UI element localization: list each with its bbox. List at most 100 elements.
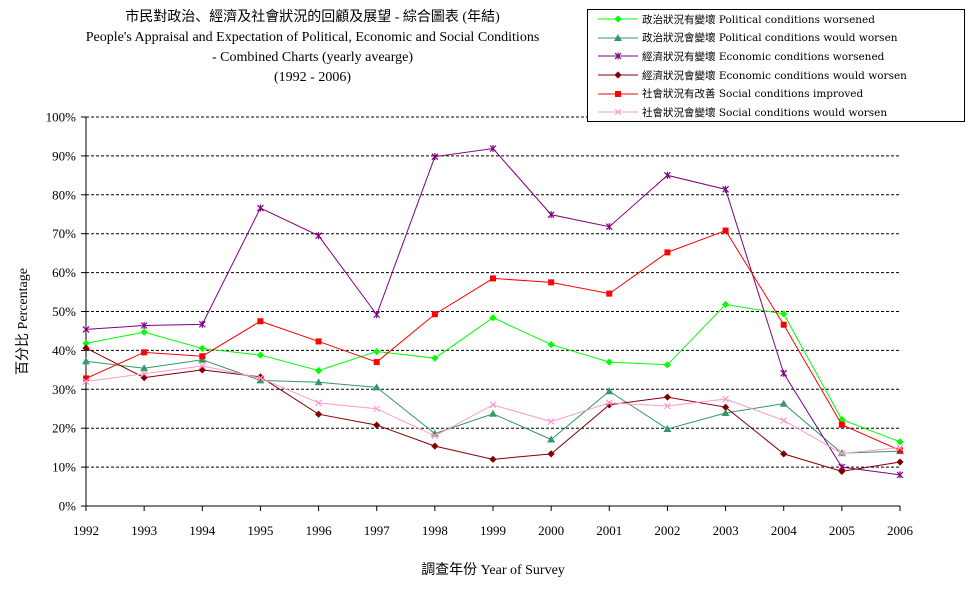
data-point (614, 71, 622, 79)
data-point (489, 409, 497, 417)
y-tick-label: 70% (52, 226, 76, 241)
series-lines (82, 145, 904, 479)
title-line-2: People's Appraisal and Expectation of Po… (85, 30, 540, 45)
data-point (614, 52, 622, 60)
data-point (838, 416, 846, 424)
data-point (838, 450, 846, 457)
legend-label: 政治狀況會變壞 Political conditions would worse… (642, 32, 898, 45)
data-point (722, 395, 729, 403)
marker-stroke (431, 432, 439, 440)
data-point (780, 416, 788, 424)
legend-entry: 經濟狀況會變壞 Economic conditions would worsen (588, 66, 964, 85)
marker-stroke (315, 399, 322, 407)
marker-stroke (664, 402, 671, 410)
data-point (490, 275, 496, 282)
y-tick-label: 100% (46, 110, 77, 125)
title-line-1: 市民對政治、經濟及社會狀況的回顧及展望 - 綜合圖表 (年結) (125, 10, 500, 25)
data-point (614, 15, 622, 23)
data-point (198, 344, 206, 353)
x-tick-label: 2006 (887, 523, 914, 538)
x-tick-label: 1993 (131, 523, 157, 538)
data-point (780, 310, 788, 318)
legend-swatch (598, 15, 638, 23)
data-point (547, 450, 555, 458)
data-point (315, 399, 322, 407)
data-point (140, 328, 148, 336)
data-point (140, 374, 148, 382)
legend-label: 經濟狀況會變壞 Economic conditions would worsen (642, 69, 907, 82)
marker-stroke (489, 401, 497, 409)
legend-entry: 政治狀況會變壞 Political conditions would worse… (588, 29, 964, 48)
legend-label: 經濟狀況有變壞 Economic conditions worsened (642, 50, 885, 63)
legend-swatch (598, 33, 638, 41)
data-point (140, 364, 149, 372)
data-point (548, 279, 555, 286)
x-tick-label: 1999 (480, 523, 506, 538)
data-point (315, 338, 322, 345)
data-point (721, 403, 730, 411)
data-point (663, 424, 672, 432)
data-point (838, 421, 845, 428)
data-point (663, 393, 672, 401)
data-point (896, 438, 904, 446)
tick-labels: 0% 10% 20% 30% 40% 50% 60% 70% 80% 90% 100% 1992 199… (46, 110, 914, 539)
data-point (780, 369, 788, 377)
data-point (82, 357, 90, 365)
data-point (373, 347, 381, 356)
data-point (663, 361, 672, 369)
data-point (314, 410, 323, 418)
data-point (373, 421, 381, 429)
data-point (431, 354, 439, 362)
marker-stroke (82, 378, 90, 385)
legend-entry: 經濟狀況有變壞 Economic conditions worsened (588, 47, 964, 66)
x-tick-label: 1994 (189, 523, 216, 538)
data-point (140, 322, 148, 330)
data-point (615, 90, 621, 97)
data-point (664, 171, 671, 179)
x-tick-label: 1995 (247, 523, 273, 538)
x-tick-label: 2000 (538, 523, 564, 538)
series-line (85, 229, 901, 451)
data-point (373, 311, 381, 319)
data-point (779, 399, 788, 407)
legend-entry: 社會狀況有改善 Social conditions improved (588, 84, 964, 103)
data-point (82, 325, 90, 333)
series-1 (82, 355, 904, 457)
legend-label: 社會狀況有改善 Social conditions improved (642, 88, 864, 101)
title-line-4: (1992 - 2006) (274, 70, 351, 85)
y-tick-label: 80% (52, 187, 76, 202)
data-point (315, 232, 322, 240)
data-point (605, 387, 614, 395)
data-point (838, 467, 846, 475)
x-tick-label: 2003 (713, 523, 739, 538)
data-point (82, 344, 90, 352)
marker-stroke (780, 416, 788, 424)
axes (81, 116, 901, 511)
x-tick-label: 2004 (771, 523, 798, 538)
x-tick-label: 2005 (829, 523, 855, 538)
y-tick-label: 50% (52, 304, 76, 319)
x-tick-label: 1998 (422, 523, 448, 538)
data-point (605, 223, 613, 231)
marker-stroke (722, 395, 729, 403)
title-line-3: - Combined Charts (yearly avearge) (211, 50, 414, 65)
legend-label: 社會狀況會變壞 Social conditions would worsen (642, 106, 888, 119)
data-point (257, 204, 264, 212)
series-line (85, 365, 901, 454)
marker-stroke (373, 405, 381, 413)
marker-stroke (257, 374, 264, 382)
data-point (373, 405, 381, 413)
marker-stroke (547, 418, 555, 426)
y-tick-label: 30% (52, 382, 76, 397)
data-point (896, 444, 904, 452)
data-point (198, 355, 207, 363)
data-point (896, 471, 904, 479)
data-point (721, 409, 730, 417)
legend-swatch (598, 71, 638, 79)
data-point (664, 402, 671, 410)
legend-label: 政治狀況有變壞 Political conditions worsened (642, 13, 875, 26)
marker-stroke (896, 444, 904, 452)
data-point (547, 340, 555, 349)
data-point (722, 185, 729, 193)
